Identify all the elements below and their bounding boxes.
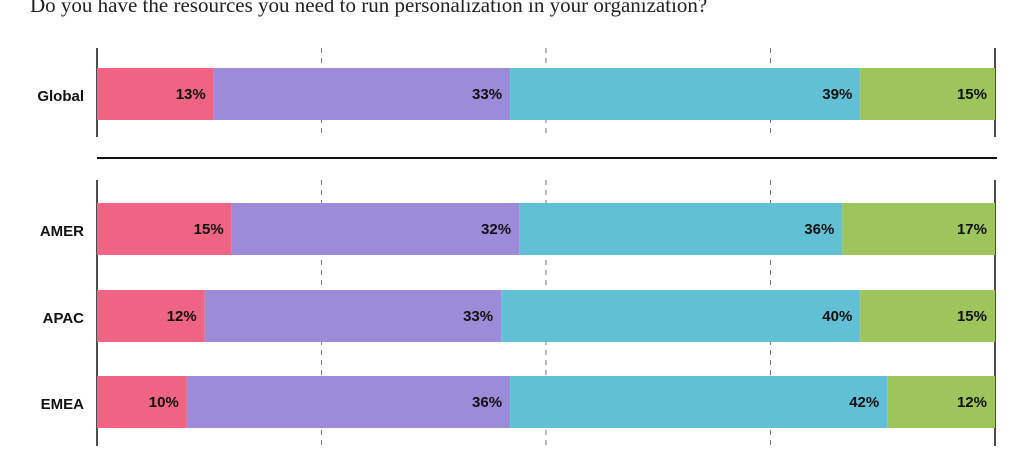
bar-segment	[842, 203, 995, 255]
value-label: 15%	[194, 221, 224, 238]
bar-segment	[860, 290, 995, 342]
bar-segment	[97, 68, 214, 120]
bar-segment	[510, 376, 888, 428]
bar-segment	[213, 68, 511, 120]
bar-segment	[887, 376, 995, 428]
value-label: 39%	[822, 86, 852, 103]
bar-segment	[231, 203, 520, 255]
value-label: 12%	[957, 394, 987, 411]
category-label: EMEA	[41, 396, 85, 413]
value-label: 17%	[957, 221, 987, 238]
bar-segment	[97, 376, 187, 428]
bar-segment	[186, 376, 511, 428]
bar-segment	[204, 290, 502, 342]
value-label: 10%	[149, 394, 179, 411]
value-label: 12%	[167, 308, 197, 325]
value-label: 33%	[463, 308, 493, 325]
value-label: 36%	[804, 221, 834, 238]
value-label: 36%	[472, 394, 502, 411]
chart-title: Do you have the resources you need to ru…	[30, 0, 707, 17]
bar-segment	[519, 203, 843, 255]
category-label: AMER	[40, 223, 84, 240]
value-label: 32%	[481, 221, 511, 238]
value-label: 13%	[176, 86, 206, 103]
bar-segment	[97, 203, 232, 255]
bar-segment	[860, 68, 995, 120]
value-label: 15%	[957, 86, 987, 103]
value-label: 40%	[822, 308, 852, 325]
value-label: 15%	[957, 308, 987, 325]
value-label: 33%	[472, 86, 502, 103]
bar-segment	[510, 68, 861, 120]
category-label: Global	[37, 88, 84, 105]
bar-segment	[501, 290, 861, 342]
category-label: APAC	[43, 310, 85, 327]
value-label: 42%	[849, 394, 879, 411]
bar-segment	[97, 290, 205, 342]
